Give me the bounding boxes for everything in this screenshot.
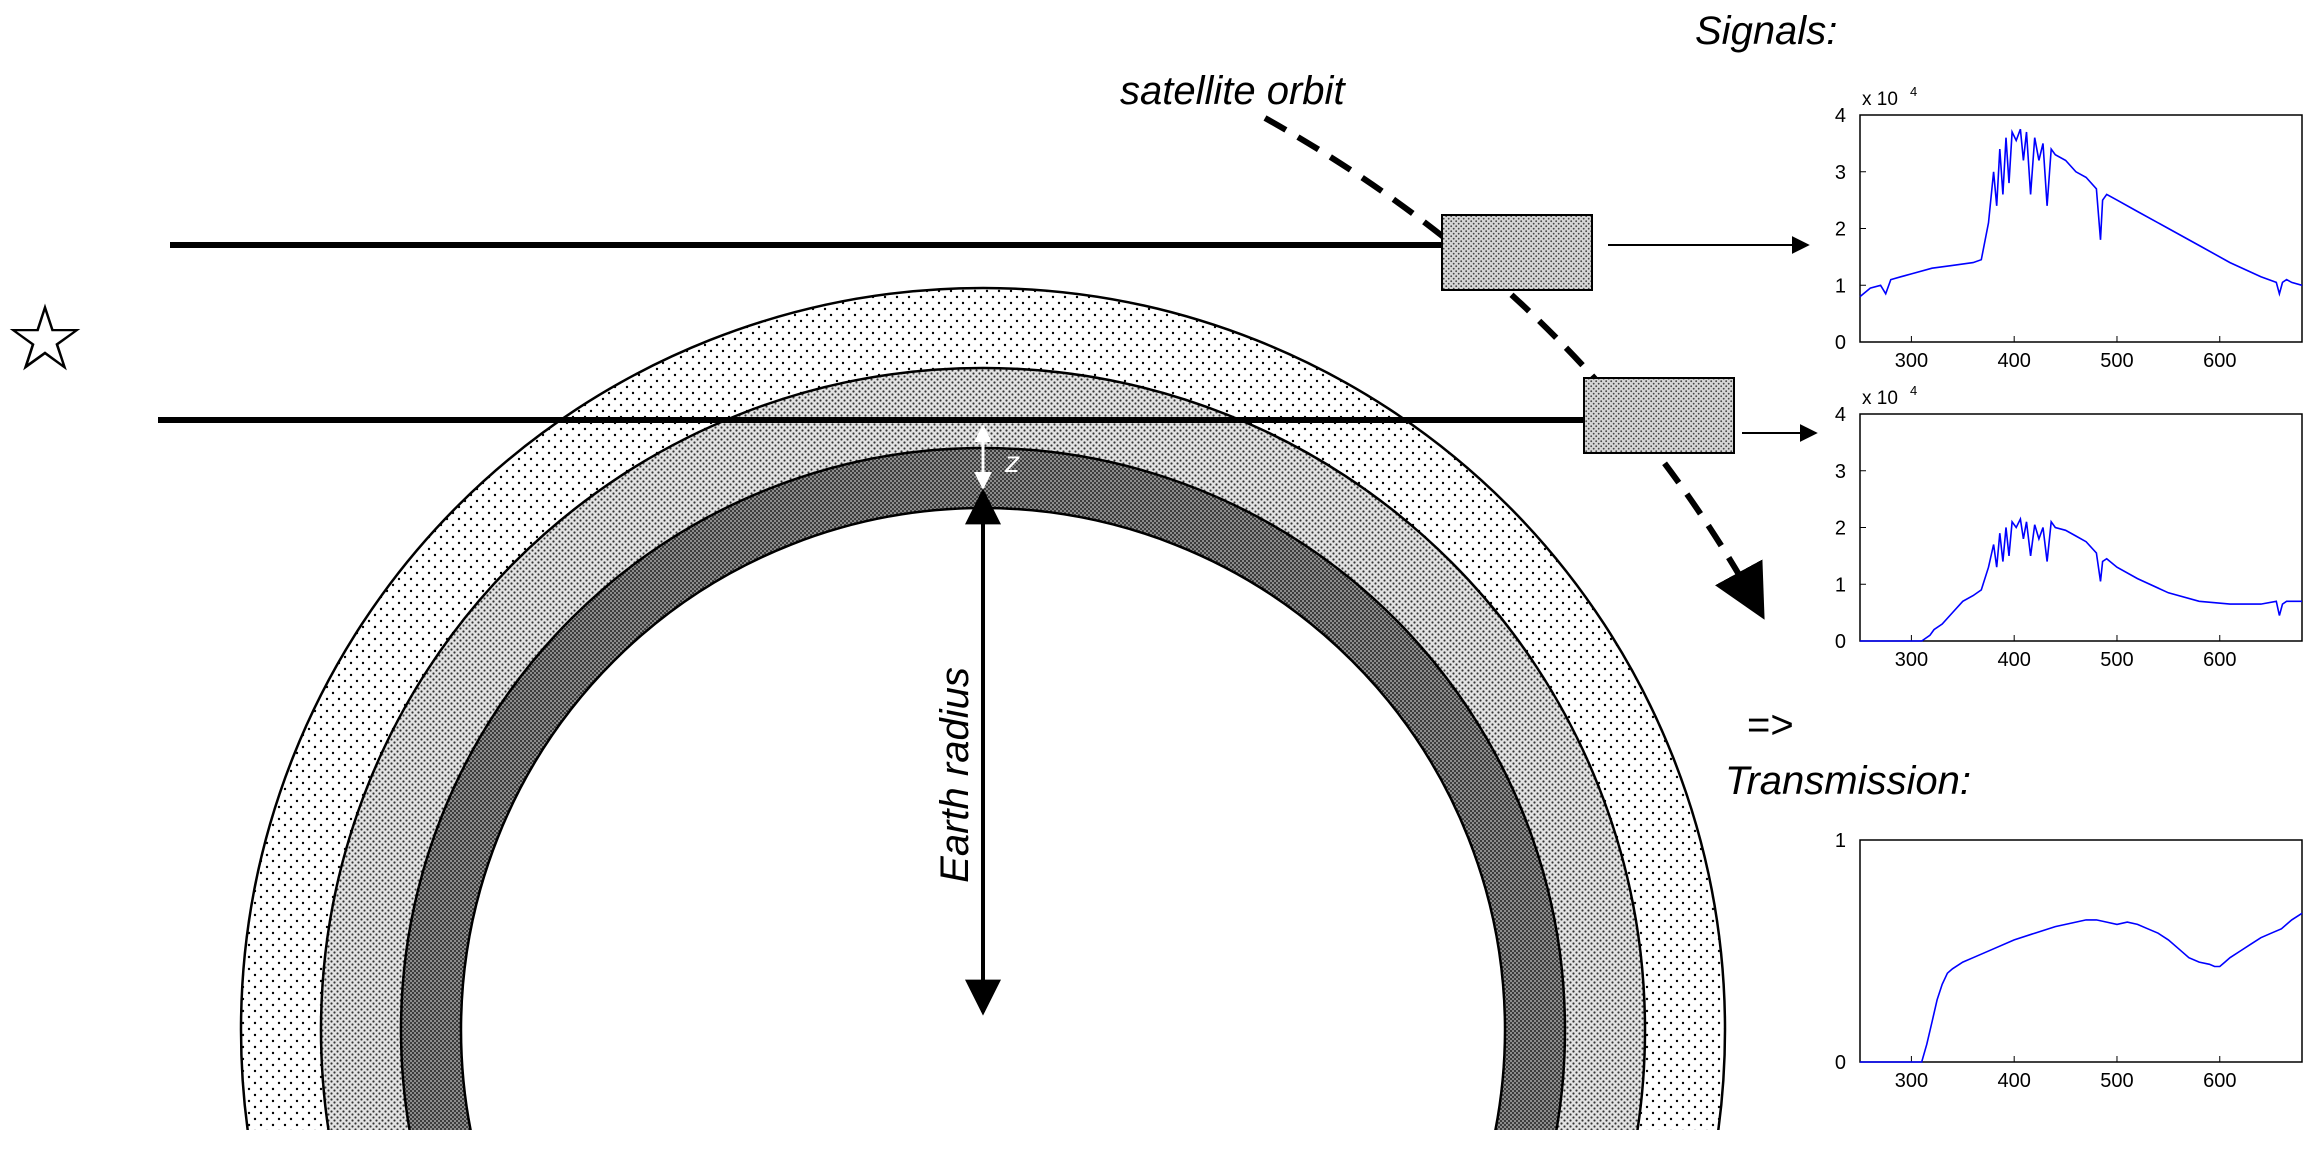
earth-radius-label: Earth radius: [933, 667, 977, 883]
y-tick-label: 4: [1835, 404, 1846, 426]
signal-2-line: [1860, 516, 2302, 642]
x-tick-label: 400: [1997, 649, 2030, 671]
y-tick-label: 3: [1835, 461, 1846, 483]
y-tick-label: 2: [1835, 518, 1846, 540]
satellite-position-2: [1583, 377, 1735, 454]
x-tick-label: 600: [2203, 649, 2236, 671]
y-tick-label: 0: [1835, 1052, 1846, 1074]
y-tick-label: 4: [1835, 105, 1846, 127]
x-tick-label: 500: [2100, 350, 2133, 372]
y-tick-label: 3: [1835, 162, 1846, 184]
x-tick-label: 500: [2100, 1070, 2133, 1092]
x-tick-label: 300: [1895, 649, 1928, 671]
plot-frame: [1859, 413, 2303, 642]
y-tick-label: 2: [1835, 219, 1846, 241]
x-tick-label: 300: [1895, 350, 1928, 372]
transmission-plot: 300 400 500 600 0 1: [1835, 830, 2303, 1092]
y-tick-label: 0: [1835, 631, 1846, 653]
x-tick-label: 300: [1895, 1070, 1928, 1092]
x-tick-label: 600: [2203, 1070, 2236, 1092]
plot-frame: [1859, 839, 2303, 1063]
satellite-position-1: [1441, 214, 1593, 291]
y-tick-label: 1: [1835, 574, 1846, 596]
plot-frame: [1859, 114, 2303, 343]
transmission-heading: Transmission:: [1725, 759, 1971, 803]
x-tick-label: 400: [1997, 350, 2030, 372]
signals-heading: Signals:: [1695, 9, 1837, 53]
signal-plot-2: x 10 4 300 400 500 600 0 1 2 3 4: [1835, 383, 2303, 671]
satellite-orbit-path: [1263, 115, 1765, 620]
plot-multiplier-exponent: 4: [1910, 84, 1917, 99]
implies-arrow-text: =>: [1747, 703, 1794, 747]
signal-1-line: [1859, 128, 2303, 298]
x-tick-label: 600: [2203, 350, 2236, 372]
x-tick-label: 400: [1997, 1070, 2030, 1092]
y-tick-label: 1: [1835, 275, 1846, 297]
plot-multiplier: x 10: [1862, 388, 1898, 409]
plot-multiplier: x 10: [1862, 89, 1898, 110]
y-tick-label: 0: [1835, 332, 1846, 354]
plot-multiplier-exponent: 4: [1910, 383, 1917, 398]
altitude-z-label: z: [1004, 446, 1020, 479]
signal-plot-1: x 10 4 300 400 500 600 0 1 2 3 4: [1835, 84, 2303, 372]
star-icon: ☆: [4, 285, 86, 392]
y-tick-label: 1: [1835, 830, 1846, 852]
x-tick-label: 500: [2100, 649, 2133, 671]
satellite-orbit-label: satellite orbit: [1120, 69, 1346, 113]
transmission-line: [1860, 912, 2303, 1063]
